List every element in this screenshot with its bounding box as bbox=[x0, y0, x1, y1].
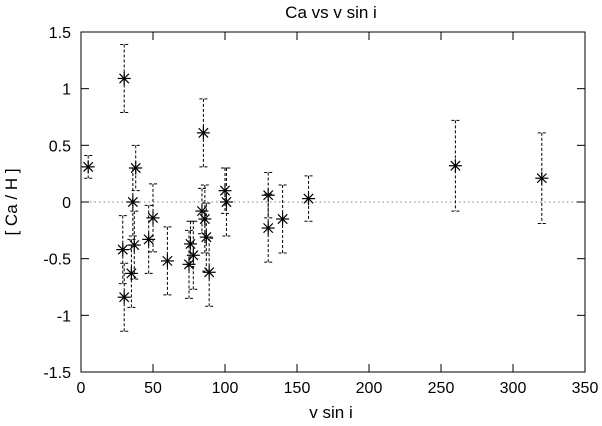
error-bar bbox=[118, 215, 127, 285]
errorbar-layer bbox=[84, 43, 546, 332]
data-point bbox=[202, 265, 216, 279]
x-tick-label: 350 bbox=[572, 380, 599, 397]
x-tick-label: 50 bbox=[144, 380, 162, 397]
y-axis-title: [ Ca / H ] bbox=[2, 168, 21, 235]
error-bar bbox=[200, 184, 209, 254]
y-tick-label: 1 bbox=[62, 82, 71, 99]
data-point bbox=[124, 266, 138, 280]
data-point bbox=[302, 192, 316, 206]
data-point bbox=[126, 195, 140, 209]
y-tick-label: -0.5 bbox=[43, 252, 71, 269]
data-point bbox=[276, 212, 290, 226]
x-tick-label: 200 bbox=[356, 380, 383, 397]
data-point bbox=[186, 248, 200, 262]
data-point bbox=[160, 254, 174, 268]
x-tick-label: 300 bbox=[500, 380, 527, 397]
y-tick-label: -1 bbox=[57, 308, 71, 325]
x-tick-label: 150 bbox=[284, 380, 311, 397]
data-point bbox=[199, 230, 213, 244]
x-axis-title: v sin i bbox=[309, 403, 352, 422]
error-bar bbox=[144, 204, 153, 274]
data-point bbox=[117, 71, 131, 85]
data-point bbox=[183, 237, 197, 251]
data-point bbox=[127, 238, 141, 252]
data-point bbox=[261, 221, 275, 235]
data-point bbox=[129, 161, 143, 175]
data-point bbox=[535, 171, 549, 185]
error-bar bbox=[120, 43, 129, 113]
y-axis: -1.5 -1 -0.5 0 0.5 1 1.5 bbox=[43, 25, 585, 382]
error-bar bbox=[222, 167, 231, 237]
x-axis: 0 50 100 150 200 250 300 350 bbox=[77, 32, 599, 397]
chart-title: Ca vs v sin i bbox=[285, 3, 377, 22]
data-point bbox=[261, 188, 275, 202]
data-point bbox=[448, 159, 462, 173]
y-tick-label: 0 bbox=[62, 195, 71, 212]
data-point bbox=[116, 243, 130, 257]
data-point bbox=[117, 290, 131, 304]
error-bar bbox=[264, 193, 273, 263]
y-tick-label: 1.5 bbox=[49, 25, 71, 42]
data-point bbox=[218, 184, 232, 198]
x-tick-label: 100 bbox=[212, 380, 239, 397]
data-point bbox=[142, 232, 156, 246]
x-tick-label: 0 bbox=[77, 380, 86, 397]
x-tick-label: 250 bbox=[428, 380, 455, 397]
error-bar bbox=[189, 220, 198, 290]
data-point bbox=[196, 126, 210, 140]
data-point bbox=[81, 160, 95, 174]
error-bar bbox=[149, 183, 157, 253]
y-tick-label: 0.5 bbox=[49, 138, 71, 155]
error-bar bbox=[278, 184, 287, 254]
data-point bbox=[146, 211, 160, 225]
error-bar bbox=[163, 226, 172, 296]
error-bar bbox=[199, 98, 208, 168]
data-point bbox=[219, 195, 233, 209]
y-tick-label: -1.5 bbox=[43, 365, 71, 382]
point-layer bbox=[81, 71, 549, 304]
data-point bbox=[198, 212, 212, 226]
error-bar bbox=[120, 262, 129, 332]
